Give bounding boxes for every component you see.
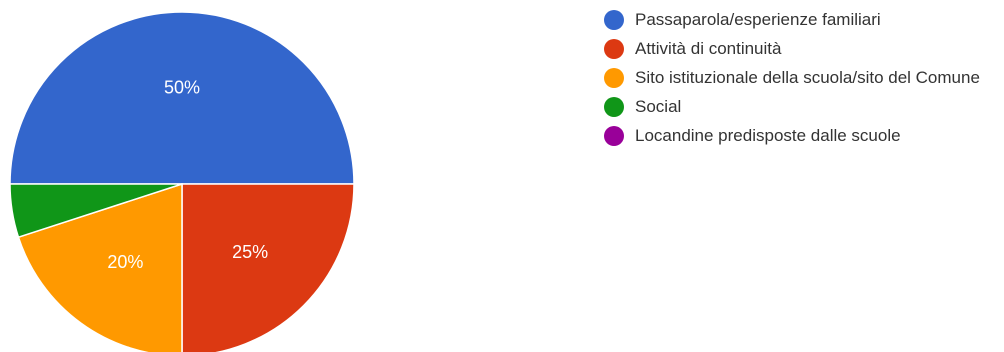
pie-slice-1[interactable] <box>9 11 355 185</box>
slice-value-label-2: 25% <box>232 242 268 262</box>
legend-swatch-icon <box>604 39 624 59</box>
legend-label: Passaparola/esperienze familiari <box>635 10 881 29</box>
pie-plot: 50% 25% 20% <box>9 11 355 352</box>
slice-value-label-3: 20% <box>107 252 143 272</box>
legend: Passaparola/esperienze familiari Attività… <box>604 8 1000 153</box>
legend-swatch-icon <box>604 126 624 146</box>
legend-label: Social <box>635 97 682 116</box>
legend-swatch-icon <box>604 68 624 88</box>
legend-item-2[interactable]: Attività di continuità <box>604 37 1000 61</box>
legend-item-4[interactable]: Social <box>604 95 1000 119</box>
pie-slice-3[interactable] <box>17 182 183 352</box>
pie-slice-2[interactable] <box>181 183 355 352</box>
legend-item-5[interactable]: Locandine predisposte dalle scuole <box>604 124 1000 148</box>
pie-slice-4[interactable] <box>9 183 183 239</box>
legend-item-3[interactable]: Sito istituzionale della scuola/sito del… <box>604 66 1000 90</box>
legend-item-1[interactable]: Passaparola/esperienze familiari <box>604 8 1000 32</box>
legend-swatch-icon <box>604 97 624 117</box>
legend-label: Attività di continuità <box>635 39 782 58</box>
legend-label: Locandine predisposte dalle scuole <box>635 126 901 145</box>
legend-swatch-icon <box>604 10 624 30</box>
slice-value-label-1: 50% <box>164 78 200 98</box>
legend-label: Sito istituzionale della scuola/sito del… <box>635 68 980 87</box>
